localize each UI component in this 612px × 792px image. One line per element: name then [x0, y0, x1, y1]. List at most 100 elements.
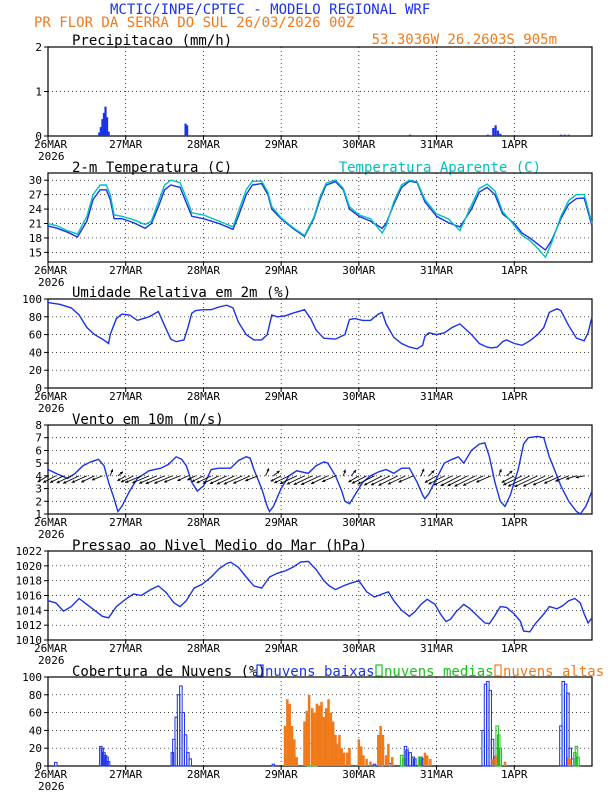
precip-xtick-label: 27MAR [109, 138, 142, 151]
wind-vector-arrow [177, 475, 189, 482]
rh-ytick-label: 100 [22, 293, 42, 306]
cloud-bar-mid [576, 756, 580, 767]
wind-vector-arrow [532, 475, 554, 486]
pres-xtick-label: 1APR [501, 642, 528, 655]
wind-vector-head [357, 481, 361, 485]
wind-vector-shaft [202, 475, 220, 484]
cloud-bar-high [327, 699, 330, 766]
wind-vector-arrow [575, 475, 585, 479]
wind-vector-head [63, 480, 67, 484]
wind-vector-arrow [117, 475, 126, 482]
wind-vector-arrow [351, 475, 367, 484]
wind-vector-head [216, 481, 221, 485]
wind-title: Vento em 10m (m/s) [72, 412, 224, 428]
wind-vector-shaft [514, 475, 538, 488]
rh-xtick-label: 1APR [501, 390, 528, 403]
wind-vector-shaft [387, 475, 406, 485]
wind-vector-head [139, 480, 143, 484]
cloud-xtick-label: 30MAR [342, 768, 375, 781]
cloud-bar-high [491, 758, 494, 766]
wind-vector-arrow [120, 475, 134, 483]
wind-vector-head [322, 479, 326, 482]
wind-vector-shaft [132, 475, 150, 484]
wind-vector-head [509, 470, 513, 474]
rh-ytick-label: 0 [35, 382, 42, 395]
wind-vector-head [71, 480, 75, 483]
wind-vector-arrow [357, 475, 375, 485]
cloud-bar-high [503, 761, 507, 766]
cloud-bar-low [413, 758, 417, 767]
wind-vector-head [501, 479, 505, 483]
temp-xtick-label: 26MAR [34, 264, 67, 277]
wind-vector-arrow [109, 468, 114, 477]
wind-vector-arrow [138, 475, 157, 484]
cloud-bar-high [425, 755, 429, 766]
cloud-bar-high [293, 739, 296, 766]
cloud-bar-high [340, 748, 344, 766]
wind-vector-head [498, 469, 502, 473]
rh-ytick-label: 40 [29, 346, 42, 359]
pres-ytick-label: 1014 [16, 604, 43, 617]
wind-vector-shaft [223, 475, 243, 485]
wind-vector-arrow [154, 475, 173, 484]
cloud-bar-high [342, 752, 346, 766]
pres-xtick-label: 28MAR [187, 642, 220, 655]
pres-ytick-label: 1020 [16, 560, 43, 573]
cloud-bar-high [288, 703, 291, 766]
wind-vector-arrow [42, 475, 56, 483]
cloud-bar-high [295, 757, 298, 766]
rh-ytick-label: 80 [29, 311, 42, 324]
wind-xtick-label: 28MAR [187, 516, 220, 529]
cloud-bar-low [106, 761, 111, 767]
wind-vector-arrow [49, 475, 64, 483]
cloud-bar-low [408, 752, 412, 767]
cloud-bar-high [568, 758, 572, 766]
pres-ytick-label: 1016 [16, 590, 43, 603]
cloud-bar-mid [417, 756, 422, 767]
cloud-bar-low [372, 763, 377, 767]
cloud-bar-high [494, 755, 497, 766]
cloud-legend-swatch-green [375, 664, 383, 677]
wind-vector-shaft [454, 475, 476, 487]
wind-vector-arrow [506, 470, 513, 477]
cloud-ytick-label: 0 [35, 760, 42, 773]
wind-vector-arrow [476, 475, 492, 483]
wind-vector-arrow [350, 469, 357, 477]
wind-vector-arrow [447, 475, 468, 487]
cloud-bar-high [307, 694, 311, 766]
wind-vector-arrow [223, 475, 243, 485]
wind-vector-shaft [145, 475, 165, 485]
temp-series-line [47, 179, 593, 259]
wind-vector-head [266, 468, 270, 472]
cloud-legend-swatch-orange [494, 664, 502, 677]
cloud-bar-high [362, 755, 365, 766]
cloud-bar-high [335, 743, 339, 766]
wind-ytick-label: 5 [35, 457, 42, 470]
wind-vector-head [164, 479, 168, 483]
wind-vector-head [286, 481, 290, 485]
wind-vector-arrow [433, 475, 453, 486]
pres-series-line [47, 560, 593, 633]
wind-vector-head [575, 475, 579, 479]
cloud-bar-high [381, 734, 385, 766]
cloud-bar-high [290, 725, 294, 766]
pres-xtick-label: 31MAR [420, 642, 453, 655]
pres-ytick-label: 1010 [16, 634, 43, 647]
cloud-bar-high [313, 712, 316, 766]
wind-vector-head [353, 470, 357, 474]
wind-vector-arrow [507, 475, 531, 487]
wind-ytick-label: 8 [35, 419, 42, 432]
rh-xtick-label: 28MAR [187, 390, 220, 403]
precip-bar [98, 132, 101, 136]
precip-xtick-label: 1APR [501, 138, 528, 151]
wind-ytick-label: 6 [35, 444, 42, 457]
wind-vector-shaft [209, 475, 227, 485]
wind-vector-head [387, 481, 391, 485]
cloud-bar-high [315, 703, 319, 766]
wind-vector-arrow [440, 475, 461, 487]
cloud-bar-high [329, 712, 333, 766]
wind-vector-shaft [293, 475, 313, 486]
cloud-legend-low: nuvens baixas [265, 664, 375, 680]
precip-ytick-label: 0 [35, 130, 42, 143]
wind-vector-head [454, 483, 458, 487]
